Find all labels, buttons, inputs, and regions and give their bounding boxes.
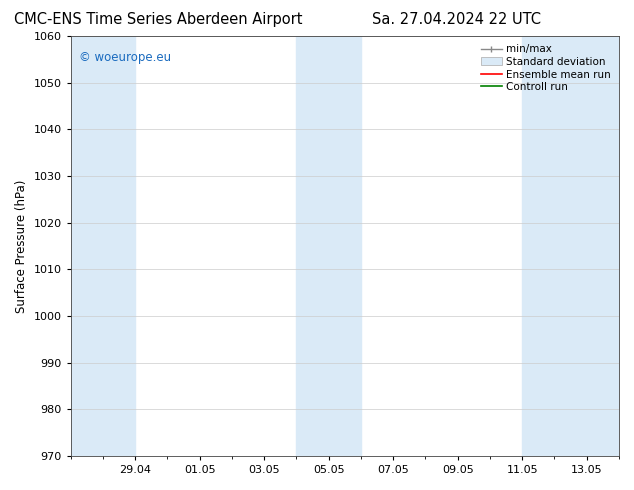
Bar [71,36,135,456]
Bar [522,36,619,456]
Y-axis label: Surface Pressure (hPa): Surface Pressure (hPa) [15,179,28,313]
Legend: min/max, Standard deviation, Ensemble mean run, Controll run: min/max, Standard deviation, Ensemble me… [478,41,614,96]
Text: Sa. 27.04.2024 22 UTC: Sa. 27.04.2024 22 UTC [372,12,541,27]
Text: CMC-ENS Time Series Aberdeen Airport: CMC-ENS Time Series Aberdeen Airport [14,12,303,27]
Text: © woeurope.eu: © woeurope.eu [79,51,171,64]
Title: CMC-ENS Time Series Aberdeen Airport     Sa. 27.04.2024 22 UTC: CMC-ENS Time Series Aberdeen Airport Sa.… [0,489,1,490]
Bar [297,36,361,456]
